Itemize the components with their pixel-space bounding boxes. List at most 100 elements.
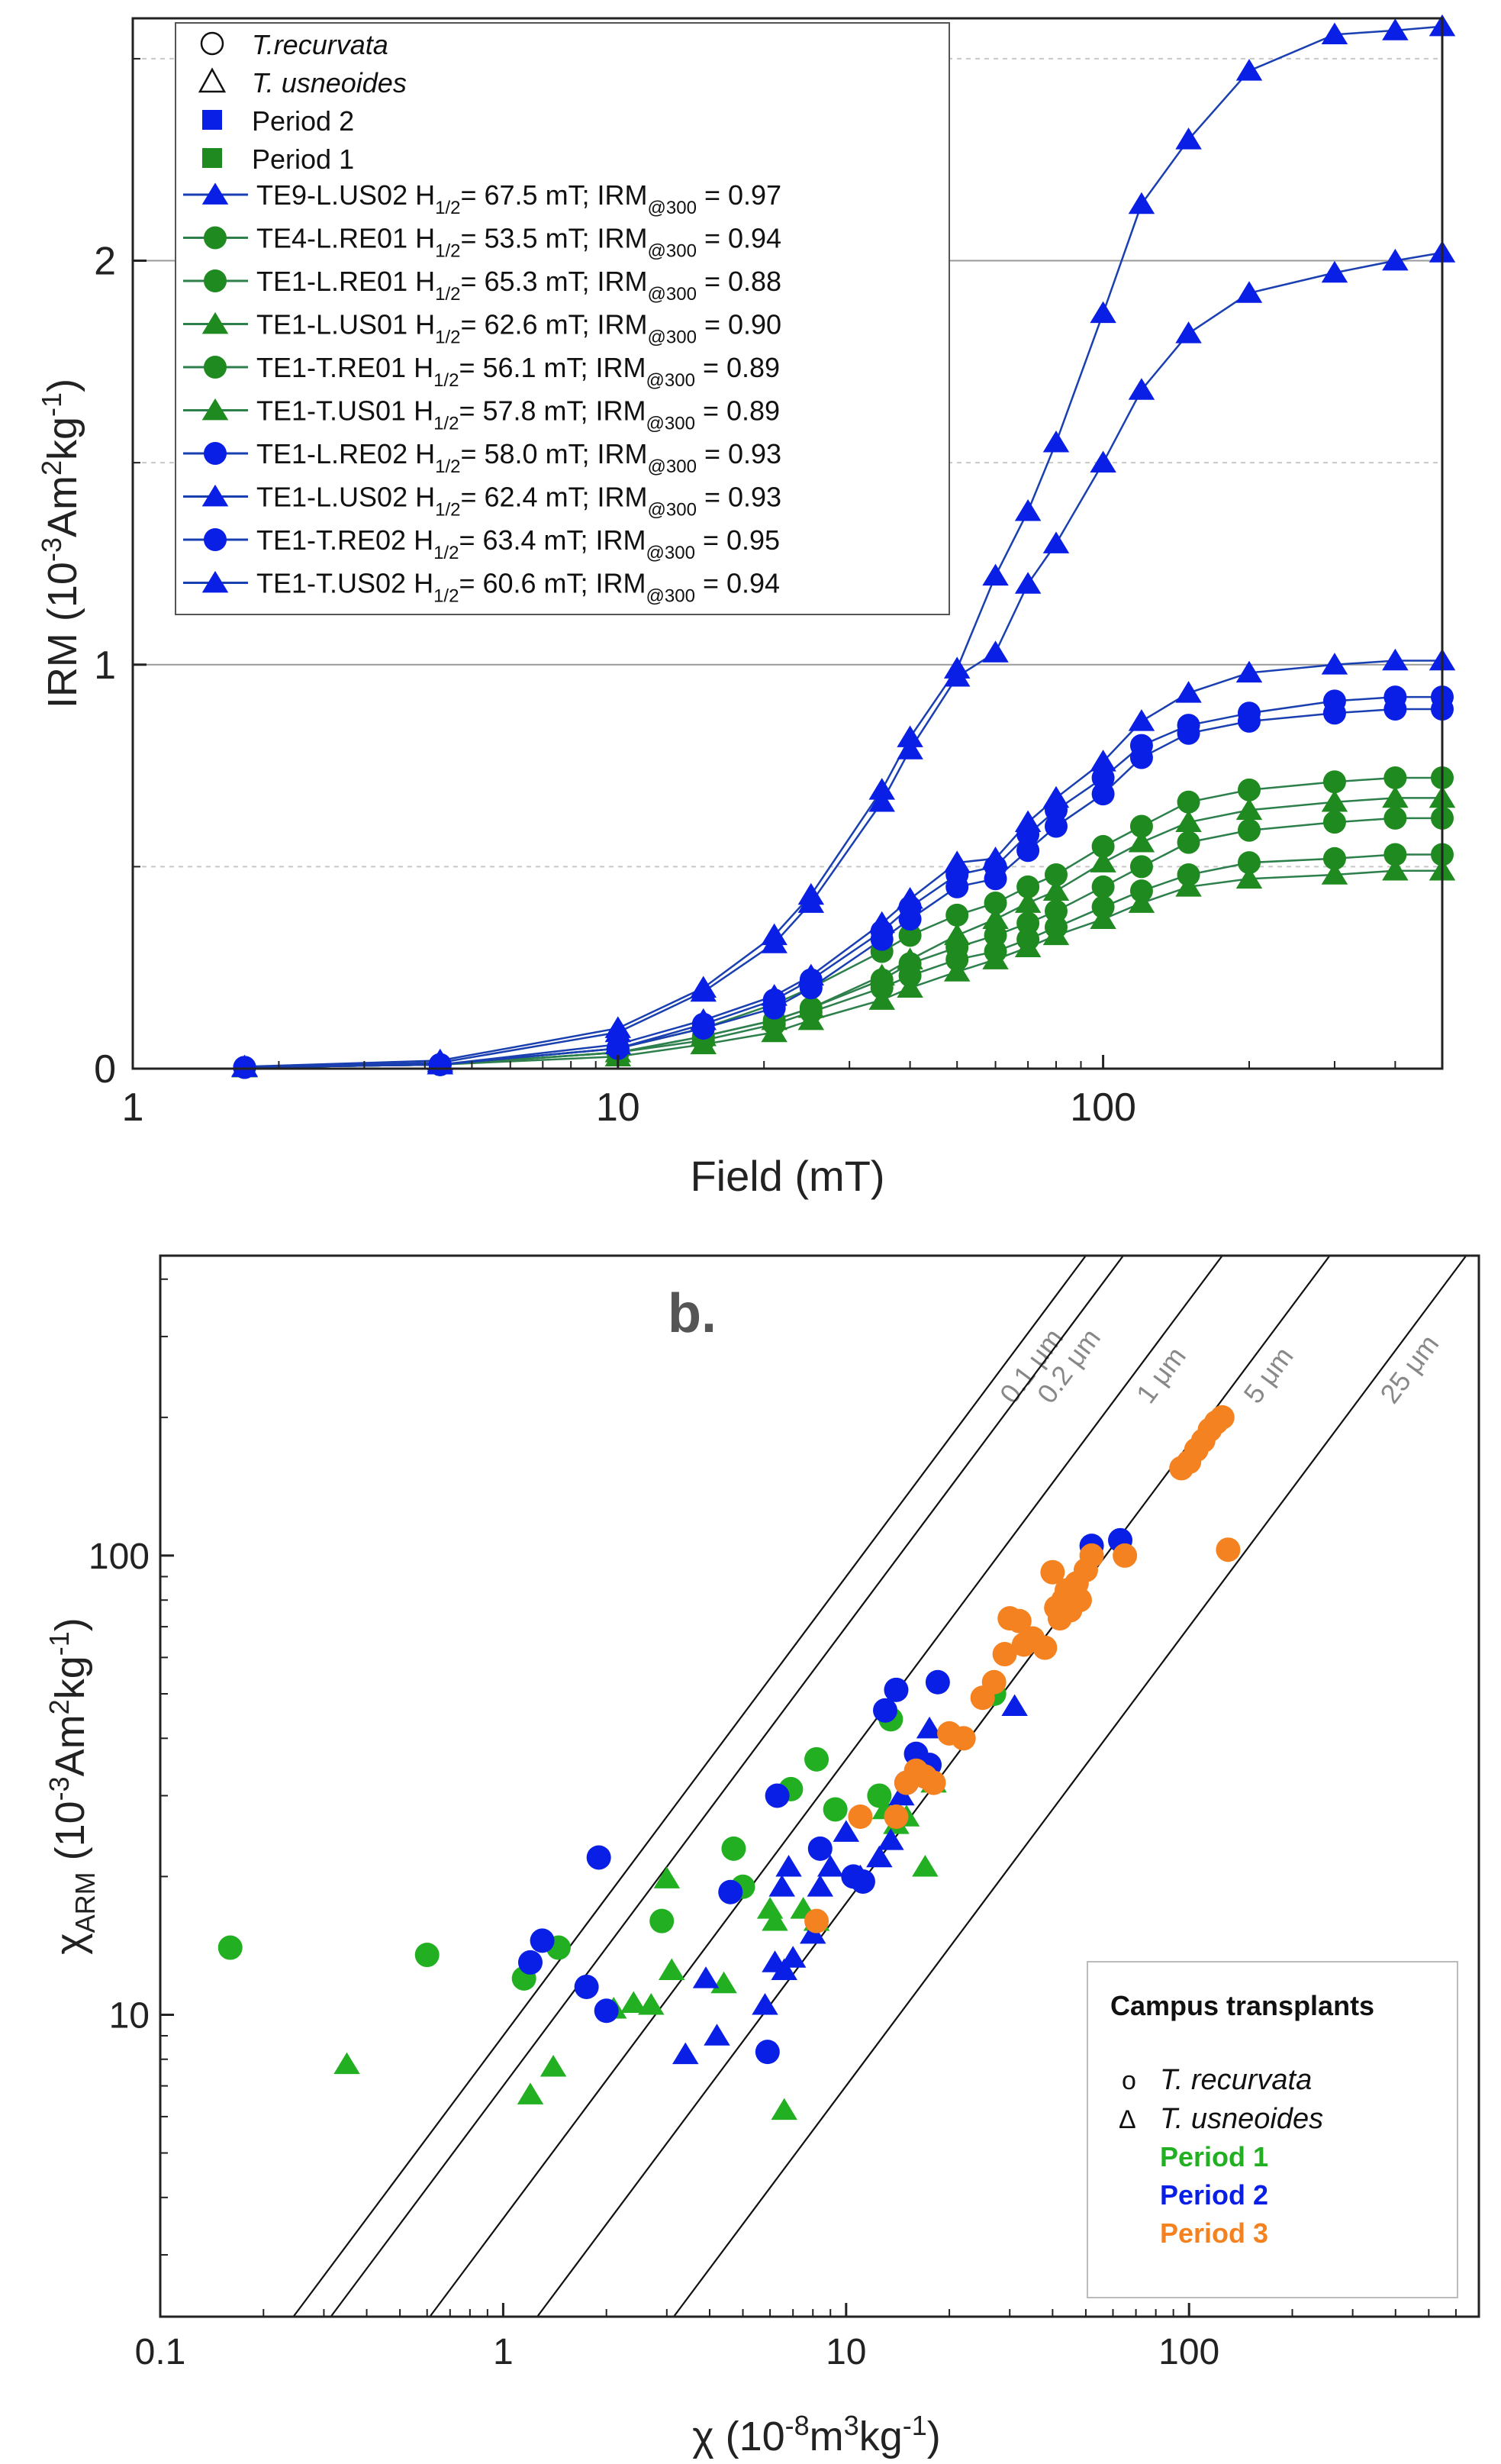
data-point-TE1-T.US01: [897, 976, 923, 998]
data-point-period-2-t-usneoides: [672, 2042, 699, 2065]
panel-a-y-tick-label: 2: [94, 240, 116, 284]
data-point-period-2-t-recurvata: [925, 1669, 950, 1695]
data-point-TE4-L.RE01: [1322, 770, 1346, 794]
data-point-TE1-T.US01: [797, 1008, 825, 1030]
data-point-period-3-t-recurvata: [1067, 1588, 1092, 1613]
panel-b-legend-box: [1087, 1961, 1458, 2298]
legend-key-label: T.recurvata: [252, 29, 388, 60]
legend-key-label: T. usneoides: [252, 67, 407, 98]
legend-key-square-icon: [202, 148, 222, 168]
data-point-period-2-t-recurvata: [807, 1836, 833, 1861]
data-point-TE1-L.US02: [761, 931, 788, 953]
data-point-TE9-L.US02: [1014, 498, 1042, 521]
panel-a-legend-series: TE9-L.US02 H1/2= 67.5 mT; IRM@300 = 0.97…: [183, 179, 781, 607]
data-point-TE1-T.US01: [1235, 866, 1263, 889]
data-point-TE1-L.US02: [604, 1020, 632, 1043]
legend-series-label: TE1-L.US02 H1/2= 62.4 mT; IRM@300 = 0.93: [256, 482, 781, 521]
data-point-TE4-L.RE01: [1383, 766, 1407, 789]
data-point-TE4-L.RE01: [1129, 814, 1153, 838]
data-point-TE1-T.US02: [982, 847, 1009, 869]
data-point-TE1-T.RE01: [1177, 863, 1200, 886]
panel-b-label: b.: [668, 1283, 717, 1344]
data-point-TE4-L.RE01: [1091, 834, 1115, 858]
panel-a-legend-keys: T.recurvata T. usneoides Period 2 Period 1: [198, 29, 407, 175]
data-point-TE1-L.RE02: [1091, 782, 1115, 806]
data-point-TE1-T.US01: [1128, 891, 1155, 913]
series-line-TE1-L.US01: [244, 797, 1442, 1069]
data-point-TE1-L.RE01: [1237, 818, 1261, 842]
data-point-period-1-t-usneoides: [540, 2055, 567, 2077]
data-point-TE1-L.US01: [1321, 790, 1348, 812]
data-point-TE4-L.RE01: [1177, 790, 1200, 814]
data-point-period-2-t-recurvata: [574, 1974, 599, 1999]
data-point-TE1-L.US02: [1090, 450, 1116, 472]
data-point-period-2-t-usneoides: [916, 1716, 943, 1739]
data-point-period-3-t-recurvata: [1209, 1405, 1235, 1430]
legend-key-square-icon: [202, 110, 222, 130]
data-point-TE1-T.US02: [797, 963, 825, 986]
data-point-TE9-L.US02: [1382, 18, 1409, 40]
data-point-TE1-L.US01: [1128, 830, 1155, 853]
panel-a-y-axis-label: IRM (10-3Am2kg-1): [36, 379, 85, 708]
data-point-period-2-t-usneoides: [847, 1864, 874, 1887]
data-point-period-2-t-usneoides: [1001, 1694, 1028, 1716]
panel-b-axis-ticks: 0.1 1 10 100 10 100: [89, 1278, 1480, 2372]
panel-b-y-tick-label: 100: [89, 1537, 150, 1577]
data-point-period-2-t-recurvata: [586, 1845, 611, 1870]
data-point-period-1-t-recurvata: [414, 1943, 440, 1968]
grain-size-line: [429, 1255, 1223, 2317]
data-point-period-1-t-usneoides: [756, 1897, 784, 1919]
data-point-TE1-T.US02: [1321, 653, 1348, 675]
data-point-TE1-T.US02: [690, 1008, 717, 1030]
data-point-TE1-L.US02: [1175, 321, 1202, 343]
data-point-TE1-T.US01: [868, 988, 895, 1010]
data-point-period-3-t-recurvata: [1040, 1559, 1065, 1585]
data-point-TE1-T.US02: [1235, 660, 1263, 683]
legend-series-marker-icon: [201, 398, 229, 421]
legend-series-marker-icon: [201, 570, 229, 593]
data-point-TE1-T.US02: [761, 984, 788, 1006]
panel-b-x-tick-label: 1: [493, 2332, 514, 2372]
data-point-period-2-t-recurvata: [718, 1879, 743, 1904]
panel-b-data-markers: [217, 1405, 1241, 2121]
data-point-period-2-t-recurvata: [594, 1998, 619, 2024]
data-point-TE1-T.US02: [868, 911, 895, 934]
data-point-period-3-t-recurvata: [1007, 1608, 1032, 1634]
data-point-TE1-T.US01: [1014, 935, 1042, 958]
panel-b-legend-period-1: Period 1: [1160, 2141, 1268, 2172]
panel-a-x-tick-label: 100: [1070, 1085, 1136, 1130]
data-point-period-3-t-recurvata: [804, 1908, 829, 1933]
data-point-TE1-L.RE02: [1044, 814, 1068, 838]
data-point-TE1-L.US01: [1175, 810, 1202, 832]
data-point-period-1-t-recurvata: [649, 1908, 675, 1933]
data-point-period-2-t-usneoides: [800, 1921, 826, 1944]
data-point-TE1-T.RE02: [1129, 734, 1153, 757]
data-point-TE9-L.US02: [1090, 301, 1116, 324]
data-point-period-3-t-recurvata: [1216, 1537, 1241, 1563]
series-line-TE1-T.US02: [244, 660, 1442, 1069]
data-point-TE1-T.US02: [897, 887, 923, 909]
legend-key-label: Period 1: [252, 144, 354, 175]
data-point-TE1-L.US02: [1014, 572, 1042, 594]
data-point-TE4-L.RE01: [984, 892, 1007, 915]
data-point-period-3-t-recurvata: [951, 1726, 976, 1751]
data-point-TE1-L.RE02: [1016, 839, 1040, 863]
data-point-TE1-T.US01: [1382, 859, 1409, 881]
data-point-TE1-T.US01: [1090, 907, 1116, 930]
panel-b-legend-title: Campus transplants: [1110, 1990, 1374, 2021]
data-point-TE1-L.US01: [897, 947, 923, 969]
data-point-TE1-T.US01: [1321, 863, 1348, 885]
data-point-period-1-t-usneoides: [658, 1958, 685, 1980]
panel-b-scatter-chart: 0.1 μm0.2 μm 1 μm 5 μm 25 μm 0.1 1 10 10010100…: [43, 1254, 1480, 2459]
data-point-TE1-T.RE02: [1383, 685, 1407, 709]
grain-size-line-label: 1 μm: [1130, 1341, 1192, 1409]
panel-b-x-tick-label: 100: [1158, 2332, 1219, 2372]
legend-series-marker-icon: [201, 182, 229, 205]
data-point-TE1-T.RE02: [1322, 689, 1346, 713]
data-point-TE1-L.US01: [1042, 879, 1070, 901]
data-point-TE1-L.US01: [1382, 785, 1409, 808]
data-point-period-3-t-recurvata: [921, 1770, 946, 1795]
legend-series-label: TE1-T.US02 H1/2= 60.6 mT; IRM@300 = 0.94: [256, 568, 780, 607]
